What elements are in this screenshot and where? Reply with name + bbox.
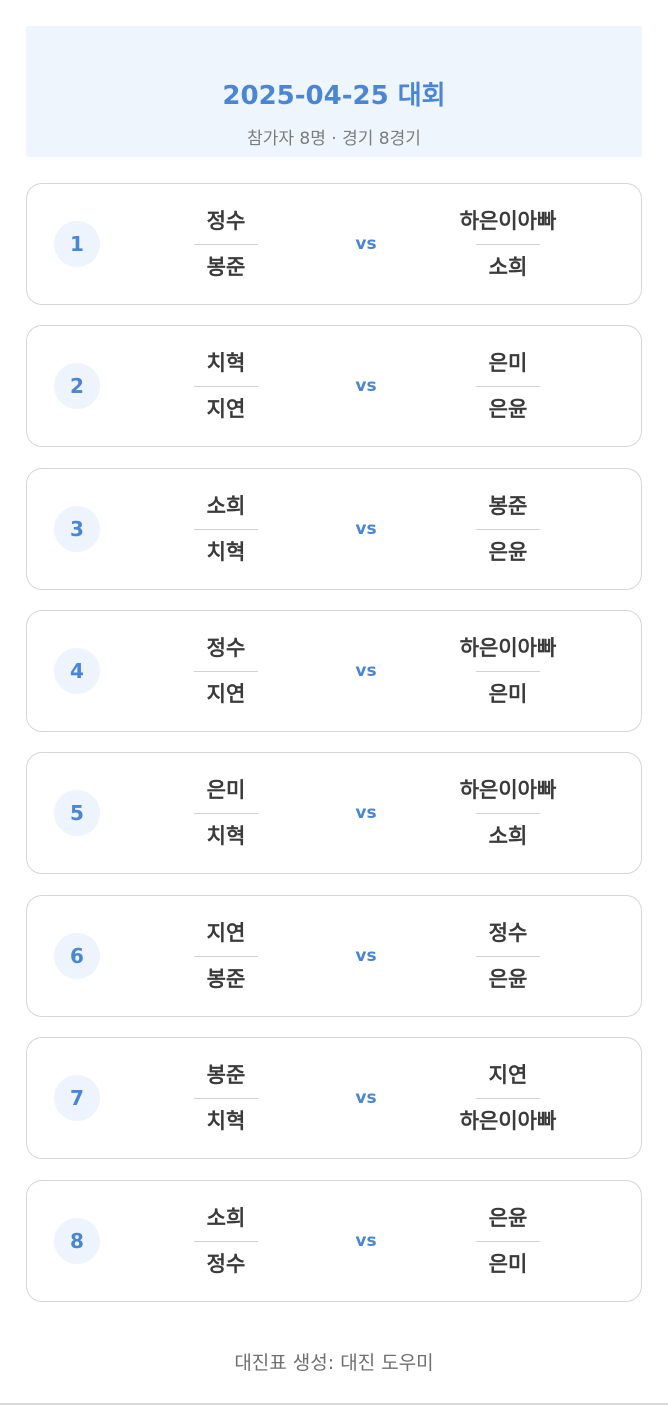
player-name: 은윤 — [488, 1206, 528, 1230]
match-number-badge: 4 — [54, 648, 100, 694]
player-name: 하은이아빠 — [459, 778, 557, 802]
player-name: 은미 — [488, 1252, 528, 1276]
vs-label: vs — [355, 234, 377, 254]
team-divider — [194, 813, 258, 814]
team-divider — [194, 386, 258, 387]
team-left: 정수 지연 — [126, 629, 326, 717]
team-divider — [194, 529, 258, 530]
player-name: 치혁 — [206, 1109, 246, 1133]
match-card: 7 봉준 치혁 vs 지연 하은이아빠 — [26, 1037, 642, 1159]
bottom-divider — [0, 1403, 668, 1405]
team-left: 정수 봉준 — [126, 202, 326, 290]
team-divider — [476, 1098, 540, 1099]
player-name: 치혁 — [206, 540, 246, 564]
match-number-badge: 8 — [54, 1218, 100, 1264]
team-left: 은미 치혁 — [126, 771, 326, 859]
player-name: 은윤 — [488, 540, 528, 564]
player-name: 정수 — [206, 1252, 246, 1276]
player-name: 은미 — [488, 682, 528, 706]
team-divider — [476, 1241, 540, 1242]
team-divider — [194, 1098, 258, 1099]
player-name: 소희 — [206, 1206, 246, 1230]
team-right: 정수 은윤 — [408, 914, 608, 1002]
vs-label: vs — [355, 946, 377, 966]
player-name: 치혁 — [206, 824, 246, 848]
vs-label: vs — [355, 376, 377, 396]
tournament-summary: 참가자 8명 · 경기 8경기 — [247, 129, 421, 149]
player-name: 은윤 — [488, 397, 528, 421]
player-name: 하은이아빠 — [459, 636, 557, 660]
team-left: 지연 봉준 — [126, 914, 326, 1002]
vs-label: vs — [355, 803, 377, 823]
match-number-badge: 3 — [54, 506, 100, 552]
player-name: 소희 — [488, 824, 528, 848]
team-right: 은윤 은미 — [408, 1199, 608, 1287]
vs-label: vs — [355, 1231, 377, 1251]
team-left: 봉준 치혁 — [126, 1056, 326, 1144]
match-number-badge: 1 — [54, 221, 100, 267]
team-right: 하은이아빠 소희 — [408, 202, 608, 290]
player-name: 소희 — [488, 255, 528, 279]
player-name: 봉준 — [488, 494, 528, 518]
player-name: 은미 — [206, 778, 246, 802]
player-name: 하은이아빠 — [459, 1109, 557, 1133]
match-number-badge: 6 — [54, 933, 100, 979]
team-divider — [476, 956, 540, 957]
page-title: 2025-04-25 대회 — [222, 81, 446, 111]
player-name: 봉준 — [206, 1063, 246, 1087]
team-divider — [476, 813, 540, 814]
vs-label: vs — [355, 1088, 377, 1108]
player-name: 하은이아빠 — [459, 209, 557, 233]
team-divider — [476, 671, 540, 672]
team-divider — [476, 529, 540, 530]
player-name: 지연 — [206, 397, 246, 421]
tournament-header: 2025-04-25 대회 참가자 8명 · 경기 8경기 — [26, 26, 642, 157]
team-left: 소희 정수 — [126, 1199, 326, 1287]
team-right: 지연 하은이아빠 — [408, 1056, 608, 1144]
match-card: 6 지연 봉준 vs 정수 은윤 — [26, 895, 642, 1017]
vs-label: vs — [355, 519, 377, 539]
match-card: 1 정수 봉준 vs 하은이아빠 소희 — [26, 183, 642, 305]
player-name: 은윤 — [488, 967, 528, 991]
team-divider — [476, 386, 540, 387]
vs-label: vs — [355, 661, 377, 681]
team-divider — [194, 1241, 258, 1242]
player-name: 봉준 — [206, 255, 246, 279]
team-divider — [476, 244, 540, 245]
player-name: 정수 — [206, 636, 246, 660]
match-card: 5 은미 치혁 vs 하은이아빠 소희 — [26, 752, 642, 874]
player-name: 은미 — [488, 351, 528, 375]
match-number-badge: 5 — [54, 790, 100, 836]
match-card: 8 소희 정수 vs 은윤 은미 — [26, 1180, 642, 1302]
footer-credit: 대진표 생성: 대진 도우미 — [234, 1352, 434, 1374]
player-name: 정수 — [488, 921, 528, 945]
match-number-badge: 7 — [54, 1075, 100, 1121]
team-divider — [194, 956, 258, 957]
match-number-badge: 2 — [54, 363, 100, 409]
player-name: 지연 — [206, 921, 246, 945]
team-divider — [194, 671, 258, 672]
player-name: 봉준 — [206, 967, 246, 991]
team-right: 하은이아빠 은미 — [408, 629, 608, 717]
team-divider — [194, 244, 258, 245]
team-right: 봉준 은윤 — [408, 487, 608, 575]
player-name: 소희 — [206, 494, 246, 518]
match-card: 3 소희 치혁 vs 봉준 은윤 — [26, 468, 642, 590]
player-name: 치혁 — [206, 351, 246, 375]
player-name: 정수 — [206, 209, 246, 233]
player-name: 지연 — [488, 1063, 528, 1087]
match-card: 2 치혁 지연 vs 은미 은윤 — [26, 325, 642, 447]
team-right: 은미 은윤 — [408, 344, 608, 432]
match-card: 4 정수 지연 vs 하은이아빠 은미 — [26, 610, 642, 732]
team-left: 치혁 지연 — [126, 344, 326, 432]
player-name: 지연 — [206, 682, 246, 706]
team-right: 하은이아빠 소희 — [408, 771, 608, 859]
team-left: 소희 치혁 — [126, 487, 326, 575]
